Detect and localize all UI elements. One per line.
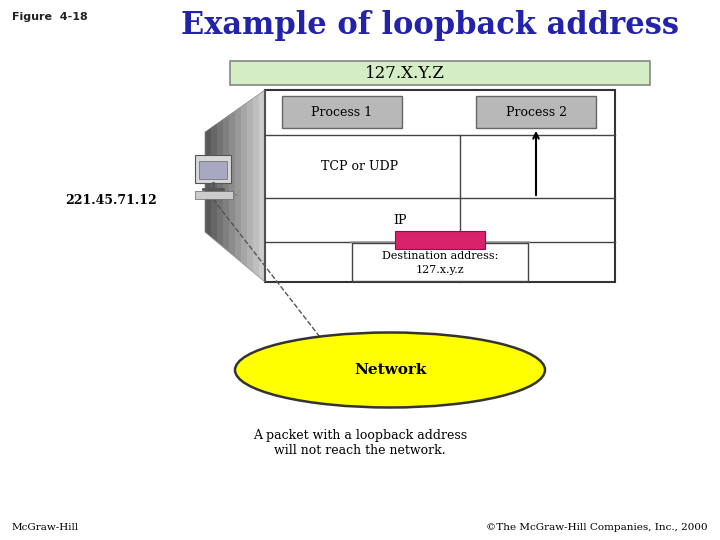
Polygon shape	[229, 111, 235, 257]
Bar	[395, 231, 485, 249]
Polygon shape	[217, 119, 223, 247]
Bar	[352, 243, 528, 281]
Bar	[199, 161, 227, 179]
Text: Process 2: Process 2	[505, 105, 567, 118]
Text: ©The McGraw-Hill Companies, Inc., 2000: ©The McGraw-Hill Companies, Inc., 2000	[487, 523, 708, 532]
Text: Network: Network	[354, 363, 426, 377]
Text: 221.45.71.12: 221.45.71.12	[65, 193, 157, 206]
Text: IP: IP	[393, 213, 407, 226]
Text: TCP or UDP: TCP or UDP	[321, 160, 399, 173]
Text: Example of loopback address: Example of loopback address	[181, 10, 679, 41]
Bar	[195, 191, 233, 199]
Bar	[230, 61, 650, 85]
Ellipse shape	[235, 333, 545, 408]
Text: will not reach the network.: will not reach the network.	[274, 443, 446, 456]
Polygon shape	[205, 128, 211, 237]
Polygon shape	[235, 107, 241, 262]
Polygon shape	[350, 242, 530, 272]
Bar	[195, 155, 231, 183]
Text: Netid and hostid: Netid and hostid	[387, 62, 493, 75]
Polygon shape	[247, 98, 253, 272]
Text: Process 1: Process 1	[312, 105, 372, 118]
Bar	[476, 96, 596, 128]
Polygon shape	[259, 90, 265, 282]
Polygon shape	[223, 115, 229, 252]
Text: Destination address:: Destination address:	[382, 251, 498, 261]
Polygon shape	[241, 103, 247, 267]
Bar	[265, 90, 615, 282]
Text: 127.X.Y.Z: 127.X.Y.Z	[365, 64, 445, 82]
Polygon shape	[211, 124, 217, 242]
Bar	[282, 96, 402, 128]
Text: McGraw-Hill: McGraw-Hill	[12, 523, 79, 532]
Text: A packet with a loopback address: A packet with a loopback address	[253, 429, 467, 442]
Polygon shape	[253, 94, 259, 277]
Text: Figure  4-18: Figure 4-18	[12, 12, 88, 22]
Text: 127.x.y.z: 127.x.y.z	[415, 265, 464, 275]
